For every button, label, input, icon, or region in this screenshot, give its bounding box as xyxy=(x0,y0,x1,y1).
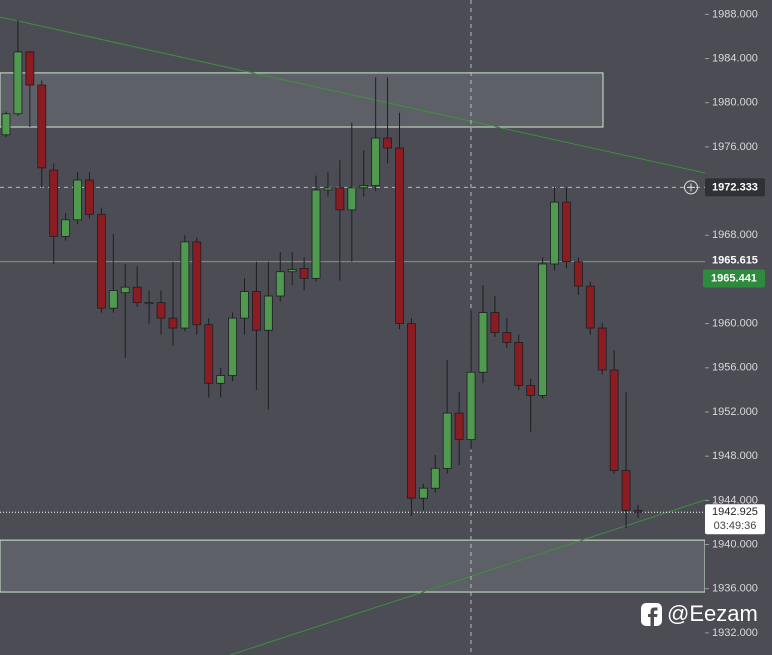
candle-body xyxy=(347,187,357,211)
watermark-icon-glyph xyxy=(648,607,658,626)
candle-body xyxy=(120,286,130,294)
candle-body xyxy=(1,113,11,136)
candle-body xyxy=(371,137,381,186)
candle-body xyxy=(585,285,595,329)
countdown-label: 03:49:36 xyxy=(714,520,757,532)
candle-body xyxy=(490,312,500,333)
candle-body xyxy=(275,271,285,297)
candle-body xyxy=(61,219,71,237)
candle-body xyxy=(407,323,416,499)
level-label-box xyxy=(703,269,765,288)
zones xyxy=(0,72,706,593)
candle-body xyxy=(526,385,536,396)
candle-body xyxy=(359,185,369,189)
candle-body xyxy=(25,51,35,86)
candle-body xyxy=(144,302,154,305)
candle-body xyxy=(49,169,59,237)
candle-body xyxy=(502,332,512,343)
last-price-box xyxy=(705,504,765,535)
candle-body xyxy=(13,51,23,115)
y-tick-label: 1952.000 xyxy=(712,406,758,418)
y-tick-label: 1956.000 xyxy=(712,362,758,374)
price-axis xyxy=(705,0,772,655)
candle-body xyxy=(597,327,607,371)
candle-body xyxy=(216,375,226,384)
candle-body xyxy=(180,241,190,329)
level-label: 1965.441 xyxy=(711,272,757,284)
candle-body xyxy=(335,187,345,211)
candle-body xyxy=(156,302,166,319)
y-tick-label: 1944.000 xyxy=(712,494,758,506)
y-tick-label: 1976.000 xyxy=(712,141,758,153)
candle-body xyxy=(466,371,476,441)
candle-body xyxy=(573,261,583,287)
candle-body xyxy=(192,241,202,326)
candle-body xyxy=(395,147,404,325)
y-tick-label: 1936.000 xyxy=(712,583,758,595)
y-tick-label: 1968.000 xyxy=(712,229,758,241)
candle-body xyxy=(96,213,106,309)
candle-body xyxy=(287,269,297,273)
watermark-text: @Eezam xyxy=(667,601,758,626)
candle-body xyxy=(108,290,118,309)
candle-body xyxy=(168,317,178,329)
crosshair-price-label: 1972.333 xyxy=(712,181,758,193)
candle-body xyxy=(442,412,452,469)
candle-body xyxy=(383,137,392,149)
y-tick-label: 1948.000 xyxy=(712,450,758,462)
candle-body xyxy=(263,295,273,331)
zone xyxy=(0,539,706,593)
crosshair-icon xyxy=(684,180,698,195)
last-price-label: 1942.925 xyxy=(712,506,758,518)
crosshair-icon-plus xyxy=(687,183,695,192)
crosshair-label-box xyxy=(705,178,765,197)
candle-body xyxy=(538,263,548,396)
candle-body xyxy=(633,509,643,513)
y-tick-label: 1960.000 xyxy=(712,318,758,330)
candle-body xyxy=(85,179,94,215)
y-tick-label: 1940.000 xyxy=(712,538,758,550)
candle-body xyxy=(37,84,47,169)
y-tick-label: 1984.000 xyxy=(712,52,758,64)
candle-body xyxy=(240,291,249,319)
zone xyxy=(0,72,604,128)
candle-body xyxy=(621,470,631,511)
candle-body xyxy=(311,189,321,279)
axis: 1988.0001984.0001980.0001976.0001972.000… xyxy=(705,8,758,639)
candle-body xyxy=(562,201,571,263)
candle-body xyxy=(478,312,488,373)
y-tick-label: 1932.000 xyxy=(712,627,758,639)
candle-body xyxy=(204,324,214,384)
candle-body xyxy=(299,268,309,279)
trend-line xyxy=(0,16,706,174)
candle-body xyxy=(228,317,237,376)
candle-body xyxy=(132,286,142,304)
candle-body xyxy=(609,369,619,471)
price-labels: 1972.333 1965.615 1965.441 1942.925 03:49:36 xyxy=(684,178,765,535)
candle-body xyxy=(514,342,524,386)
candle-body xyxy=(418,487,428,499)
candle-body xyxy=(323,187,333,191)
candle-body xyxy=(73,179,82,221)
level-price-label: 1965.615 xyxy=(712,255,758,267)
candle-body xyxy=(252,291,261,331)
candle-body xyxy=(430,467,440,489)
candles xyxy=(1,19,643,528)
candle-body xyxy=(550,201,559,265)
y-tick-label: 1980.000 xyxy=(712,97,758,109)
y-tick-label: 1988.000 xyxy=(712,8,758,20)
watermark: @Eezam xyxy=(641,601,758,626)
candle-body xyxy=(454,412,464,441)
